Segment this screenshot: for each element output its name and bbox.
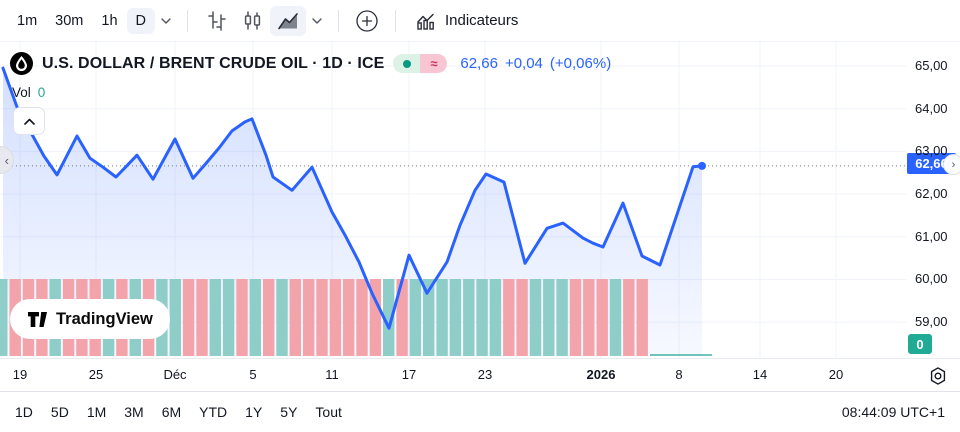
price-readout: 62,66 +0,04 (+0,06%) [460,55,611,72]
top-toolbar: 1m 30m 1h D Indicateurs [0,0,960,42]
last-price-value: 62,66 [460,55,498,72]
range-button-ytd[interactable]: YTD [199,404,228,420]
toolbar-divider [395,9,396,32]
price-axis-label: 63,00 [915,143,948,158]
time-axis-label: 2026 [586,367,616,382]
scroll-to-realtime-button[interactable]: › [943,154,960,175]
range-button-5y[interactable]: 5Y [280,404,298,420]
time-axis[interactable]: 19 25 Déc 5 11 17 23 2026 8 14 20 [0,358,960,392]
interval-button-1m[interactable]: 1m [17,12,38,29]
time-axis-label: Déc [163,367,187,382]
interval-button-30m[interactable]: 30m [55,12,84,29]
interval-button-1h[interactable]: 1h [101,12,118,29]
time-axis-settings-button[interactable] [927,365,949,387]
toolbar-divider [338,9,339,32]
toolbar-divider [187,9,188,32]
symbol-title[interactable]: U.S. DOLLAR / BRENT CRUDE OIL · 1D · ICE [42,54,385,72]
range-button-6m[interactable]: 6M [161,404,182,420]
tradingview-logo-icon [28,311,47,327]
chart-style-area-button[interactable] [270,5,306,36]
range-button-1y[interactable]: 1Y [245,404,263,420]
volume-value: 0 [37,85,46,100]
range-button-all[interactable]: Tout [315,404,342,420]
bars-icon [208,10,226,31]
clock-timezone-button[interactable]: 08:44:09 UTC+1 [841,404,945,420]
time-axis-label: 20 [828,367,844,382]
indicators-chart-icon [417,13,434,30]
price-axis[interactable]: 62,66 › 0 65,00 64,00 63,00 62,00 61,00 60,00… [906,40,960,358]
symbol-legend[interactable]: U.S. DOLLAR / BRENT CRUDE OIL · 1D · ICE… [10,52,611,75]
time-axis-label: 8 [675,367,683,382]
chevron-down-icon [161,17,171,24]
candles-icon [244,10,261,30]
chart-style-candles-button[interactable] [234,6,270,36]
compare-add-symbol-button[interactable] [349,6,385,36]
bottom-toolbar: 1D 5D 1M 3M 6M YTD 1Y 5Y Tout 08:44:09 U… [0,391,960,432]
approx-symbol: ≈ [430,56,438,71]
range-button-5d[interactable]: 5D [50,404,69,420]
green-dot-icon [402,59,411,68]
watermark-label: TradingView [56,309,153,328]
time-axis-label: 11 [325,367,339,382]
crude-oil-drop-icon [16,56,27,71]
indicators-button-label: Indicateurs [445,12,519,29]
time-axis-label: 25 [88,367,104,382]
time-axis-label: 17 [401,367,417,382]
price-axis-label: 62,00 [915,186,948,201]
price-change-percent: (+0,06%) [549,55,612,72]
volume-zero-axis-badge: 0 [908,334,932,354]
volume-label: Vol [12,85,31,100]
approx-data-pill[interactable]: ≈ [420,54,448,73]
time-axis-label: 19 [12,367,28,382]
indicators-button[interactable]: Indicateurs [406,5,526,36]
price-axis-label: 64,00 [915,101,948,116]
indicator-status-pills[interactable]: ≈ [393,54,448,73]
range-button-1m[interactable]: 1M [86,404,107,420]
interval-button-daily[interactable]: D [126,7,155,34]
chevron-left-icon: ‹ [4,152,9,168]
area-icon [278,12,298,29]
time-axis-label: 5 [249,367,257,382]
price-axis-label: 60,00 [915,271,948,286]
range-button-3m[interactable]: 3M [124,404,144,420]
volume-legend[interactable]: Vol 0 [12,85,45,100]
market-status-pill[interactable] [393,54,421,73]
time-axis-label: 14 [752,367,768,382]
price-change-value: +0,04 [504,55,543,72]
price-axis-label: 61,00 [915,229,948,244]
chevron-down-icon [312,17,322,24]
symbol-logo [10,52,33,75]
price-axis-label: 59,00 [915,314,948,329]
plus-circle-icon [356,9,378,32]
pane-collapse-button[interactable] [13,107,45,135]
price-axis-label: 65,00 [915,58,948,73]
time-axis-label: 23 [477,367,493,382]
chart-style-menu-button[interactable] [306,14,328,28]
range-button-1d[interactable]: 1D [15,404,33,420]
chevron-up-icon [23,118,35,125]
tradingview-watermark: TradingView [10,299,170,339]
interval-menu-button[interactable] [155,14,177,28]
chart-style-bars-button[interactable] [198,6,234,36]
